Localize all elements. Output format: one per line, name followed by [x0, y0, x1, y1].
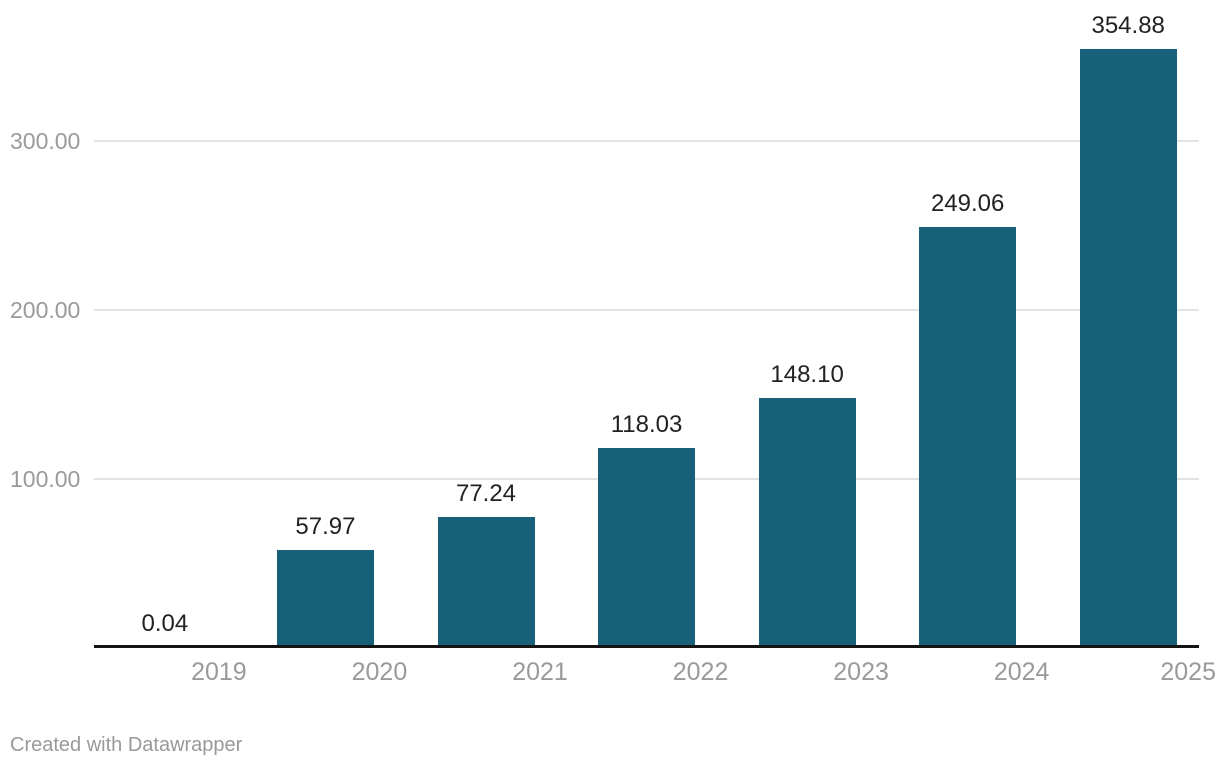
- bar-2023[interactable]: [758, 397, 856, 648]
- bar-2025[interactable]: [1079, 48, 1177, 648]
- y-axis-tick-label: 100.00: [10, 465, 81, 492]
- y-axis-tick-label: 300.00: [10, 128, 81, 155]
- x-axis-line: [94, 645, 1199, 648]
- bar-value-label: 148.10: [770, 360, 844, 388]
- x-axis-tick-label: 2021: [512, 658, 568, 686]
- bar-2024[interactable]: [919, 227, 1017, 648]
- bar-2022[interactable]: [598, 448, 696, 648]
- x-axis-tick-label: 2023: [833, 658, 889, 686]
- datawrapper-credit-link[interactable]: Created with Datawrapper: [10, 734, 243, 756]
- gridline: [94, 140, 1199, 143]
- x-axis-tick-label: 2020: [351, 658, 408, 686]
- bar-value-label: 354.88: [1091, 11, 1165, 39]
- x-axis-tick-label: 2022: [672, 658, 729, 686]
- bar-value-label: 0.04: [141, 610, 189, 638]
- y-axis-tick-label: 200.00: [10, 297, 81, 323]
- bar-value-label: 77.24: [455, 480, 517, 508]
- x-axis-tick-label: 2025: [1160, 658, 1216, 686]
- bar-2020[interactable]: [276, 549, 374, 648]
- bar-2021[interactable]: [437, 517, 535, 648]
- bar-value-label: 118.03: [610, 411, 683, 439]
- x-axis-tick-label: 2019: [191, 658, 247, 686]
- bar-value-label: 249.06: [930, 190, 1005, 218]
- bar-value-label: 57.97: [295, 512, 356, 540]
- gridline: [94, 309, 1199, 311]
- x-axis-tick-label: 2024: [993, 658, 1050, 686]
